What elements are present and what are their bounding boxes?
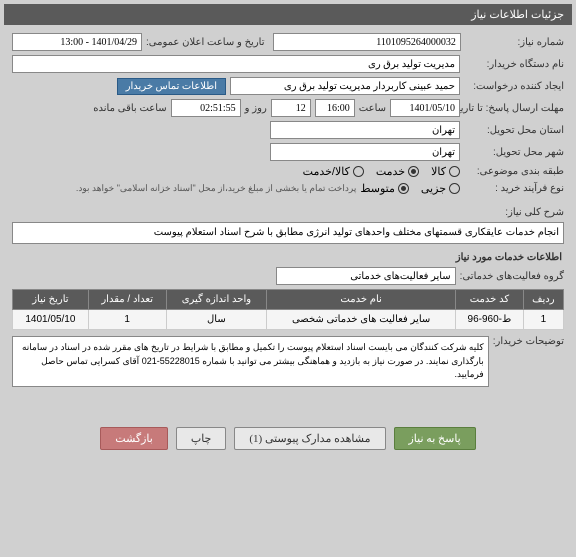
radio-medium[interactable]: متوسط xyxy=(360,182,409,195)
radio-circle-icon xyxy=(449,183,460,194)
radio-both[interactable]: کالا/خدمت xyxy=(303,165,364,178)
radio-circle-icon xyxy=(398,183,409,194)
state-label: استان محل تحویل: xyxy=(464,125,564,136)
th-row: ردیف xyxy=(523,290,563,310)
radio-label: خدمت xyxy=(376,165,405,178)
need-number-label: شماره نیاز: xyxy=(465,37,564,48)
requester-input[interactable] xyxy=(230,77,460,95)
td-row: 1 xyxy=(523,310,563,330)
contact-button[interactable]: اطلاعات تماس خریدار xyxy=(117,78,226,95)
activity-group-label: گروه فعالیت‌های خدماتی: xyxy=(460,271,564,282)
print-button[interactable]: چاپ xyxy=(176,427,227,450)
deadline-days-label: روز و xyxy=(245,103,267,114)
deadline-label: مهلت ارسال پاسخ: تا تاریخ: xyxy=(464,103,564,114)
deadline-remaining-label: ساعت باقی مانده xyxy=(93,103,166,114)
docs-button[interactable]: مشاهده مدارک پیوستی (1) xyxy=(234,427,385,450)
city-input[interactable] xyxy=(270,143,460,161)
buyer-desc-label: توضیحات خریدار: xyxy=(493,336,564,347)
process-type-radios: جزیی متوسط xyxy=(360,182,460,195)
radio-label: جزیی xyxy=(421,182,446,195)
td-code: ط-960-96 xyxy=(456,310,524,330)
deadline-time-label: ساعت xyxy=(359,103,386,114)
need-number-input[interactable] xyxy=(273,33,461,51)
radio-partial[interactable]: جزیی xyxy=(421,182,460,195)
announce-input[interactable] xyxy=(12,33,142,51)
td-date: 1401/05/10 xyxy=(13,310,89,330)
announce-label: تاریخ و ساعت اعلان عمومی: xyxy=(146,37,265,48)
buyer-org-input[interactable] xyxy=(12,55,460,73)
services-info-title: اطلاعات خدمات مورد نیاز xyxy=(14,252,562,263)
th-date: تاریخ نیاز xyxy=(13,290,89,310)
process-type-label: نوع فرآیند خرید : xyxy=(464,183,564,194)
deadline-time[interactable] xyxy=(315,99,355,117)
state-input[interactable] xyxy=(270,121,460,139)
th-name: نام خدمت xyxy=(267,290,456,310)
radio-kala[interactable]: کالا xyxy=(431,165,460,178)
radio-label: کالا xyxy=(431,165,446,178)
radio-khedmat[interactable]: خدمت xyxy=(376,165,419,178)
return-button[interactable]: بازگشت xyxy=(100,427,168,450)
td-unit: سال xyxy=(166,310,267,330)
services-table: ردیف کد خدمت نام خدمت واحد اندازه گیری ت… xyxy=(12,289,564,330)
deadline-remaining[interactable] xyxy=(171,99,241,117)
radio-circle-icon xyxy=(408,166,419,177)
buyer-desc-box: کلیه شرکت کنندگان می بایست اسناد استعلام… xyxy=(12,336,489,387)
table-header-row: ردیف کد خدمت نام خدمت واحد اندازه گیری ت… xyxy=(13,290,564,310)
requester-label: ایجاد کننده درخواست: xyxy=(464,81,564,92)
radio-circle-icon xyxy=(353,166,364,177)
deadline-date[interactable] xyxy=(390,99,460,117)
respond-button[interactable]: پاسخ به نیاز xyxy=(394,427,476,450)
subject-group-label: طبقه بندی موضوعی: xyxy=(464,166,564,177)
radio-label: متوسط xyxy=(360,182,395,195)
buyer-org-label: نام دستگاه خریدار: xyxy=(464,59,564,70)
general-desc-label: شرح کلی نیاز: xyxy=(505,207,564,218)
th-code: کد خدمت xyxy=(456,290,524,310)
city-label: شهر محل تحویل: xyxy=(464,147,564,158)
deadline-days[interactable] xyxy=(271,99,311,117)
header-title: جزئیات اطلاعات نیاز xyxy=(4,4,572,25)
radio-label: کالا/خدمت xyxy=(303,165,350,178)
th-unit: واحد اندازه گیری xyxy=(166,290,267,310)
td-qty: 1 xyxy=(88,310,166,330)
general-desc-box: انجام خدمات عایقکاری قسمتهای مختلف واحده… xyxy=(12,222,564,244)
td-name: سایر فعالیت های خدماتی شخصی xyxy=(267,310,456,330)
radio-circle-icon xyxy=(449,166,460,177)
activity-group-input[interactable] xyxy=(276,267,456,285)
subject-group-radios: کالا خدمت کالا/خدمت xyxy=(303,165,460,178)
table-row: 1 ط-960-96 سایر فعالیت های خدماتی شخصی س… xyxy=(13,310,564,330)
th-qty: تعداد / مقدار xyxy=(88,290,166,310)
process-note: پرداخت تمام یا بخشی از مبلغ خرید،از محل … xyxy=(76,183,356,194)
